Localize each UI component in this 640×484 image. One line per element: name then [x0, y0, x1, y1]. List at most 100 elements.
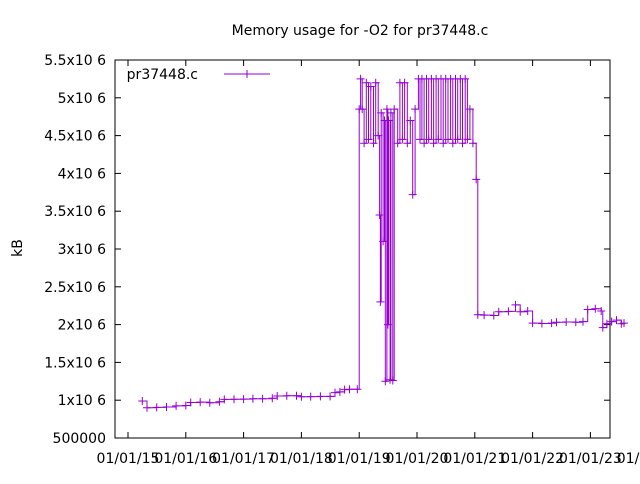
y-tick-label: 3.5x10 6	[44, 204, 106, 220]
data-point	[282, 391, 291, 400]
data-point	[377, 108, 386, 117]
data-point	[602, 319, 611, 328]
data-point	[420, 139, 429, 148]
data-point	[439, 139, 448, 148]
data-point	[258, 394, 267, 403]
data-point	[374, 131, 383, 140]
y-tick-label: 4x10 6	[58, 166, 106, 182]
data-point	[612, 316, 621, 325]
data-point	[494, 307, 503, 316]
data-point	[196, 398, 205, 407]
data-point	[416, 135, 424, 144]
data-point	[331, 388, 339, 397]
x-tick-label: 01/01/17	[212, 451, 275, 467]
x-tick-label: 01/01/19	[328, 451, 391, 467]
data-point	[465, 105, 474, 114]
data-point	[511, 300, 520, 309]
data-point	[424, 135, 433, 144]
data-point	[579, 317, 587, 326]
legend-label: pr37448.c	[127, 67, 198, 83]
data-point	[362, 78, 371, 87]
data-point	[393, 139, 402, 148]
data-point	[504, 307, 513, 316]
legend: pr37448.c	[127, 67, 270, 83]
data-point	[215, 397, 224, 406]
data-point	[143, 403, 151, 412]
data-point	[400, 78, 409, 87]
series-layer	[138, 74, 628, 412]
y-axis-label: kB	[10, 239, 26, 257]
data-point	[547, 319, 556, 328]
x-tick-label: 01/01/18	[270, 451, 333, 467]
data-point	[335, 387, 344, 396]
data-point	[186, 398, 195, 407]
data-point	[306, 392, 315, 401]
data-point	[292, 391, 301, 400]
data-point	[453, 135, 462, 144]
x-tick-label: 01/01/20	[386, 451, 449, 467]
data-point	[326, 392, 335, 401]
data-point	[461, 74, 470, 83]
x-tick-label: 01/01/16	[154, 451, 217, 467]
chart-title: Memory usage for -O2 for pr37448.c	[232, 23, 489, 39]
data-point	[273, 392, 282, 400]
y-axis-ticks: 500000 1x10 6 1.5x10 6 2x10 6 2.5x10 6 3x10 6…	[44, 53, 610, 447]
data-point	[458, 139, 467, 148]
data-point	[388, 376, 397, 385]
data-point	[220, 395, 229, 404]
data-point	[181, 401, 190, 410]
data-point	[379, 237, 388, 246]
data-point	[382, 105, 391, 114]
data-point	[369, 139, 378, 148]
data-point	[480, 311, 489, 320]
data-point	[353, 385, 362, 394]
data-point	[444, 135, 452, 144]
data-point	[597, 307, 606, 315]
data-point	[268, 394, 277, 403]
data-point	[620, 319, 628, 328]
data-point	[345, 385, 354, 394]
data-point	[205, 398, 214, 407]
data-point	[591, 304, 600, 313]
legend-marker-cross	[243, 70, 251, 78]
x-tick-label: 01/01/22	[501, 451, 564, 467]
y-tick-label: 1.5x10 6	[44, 355, 106, 371]
data-point	[552, 318, 561, 327]
y-tick-label: 4.5x10 6	[44, 129, 106, 145]
data-point	[403, 139, 412, 148]
data-point	[239, 395, 248, 404]
y-tick-label: 500000	[53, 431, 106, 447]
data-point	[376, 297, 385, 306]
data-point	[360, 139, 369, 148]
data-point	[448, 139, 457, 148]
data-point	[358, 105, 367, 114]
y-tick-label: 1x10 6	[58, 393, 106, 409]
data-point	[390, 105, 399, 114]
data-point	[152, 403, 161, 412]
data-point	[356, 74, 365, 83]
x-tick-label: 01/01/23	[559, 451, 622, 467]
plot-frame	[114, 59, 611, 439]
data-point	[297, 392, 306, 401]
data-point	[162, 403, 171, 411]
data-point	[398, 135, 407, 144]
data-point	[583, 305, 592, 314]
data-point	[371, 78, 380, 87]
data-point	[138, 397, 147, 405]
data-point	[383, 320, 392, 329]
data-point	[434, 135, 443, 144]
data-point	[411, 105, 420, 114]
x-tick-label: 01/01/24	[617, 451, 640, 467]
data-point	[463, 135, 472, 144]
y-tick-label: 3x10 6	[58, 242, 106, 258]
data-point	[429, 139, 438, 148]
data-point	[248, 394, 257, 403]
data-point	[598, 323, 607, 332]
data-point	[384, 116, 393, 125]
data-point	[489, 311, 498, 320]
data-point	[516, 307, 525, 316]
data-point	[472, 175, 481, 184]
y-tick-label: 5.5x10 6	[44, 53, 106, 69]
